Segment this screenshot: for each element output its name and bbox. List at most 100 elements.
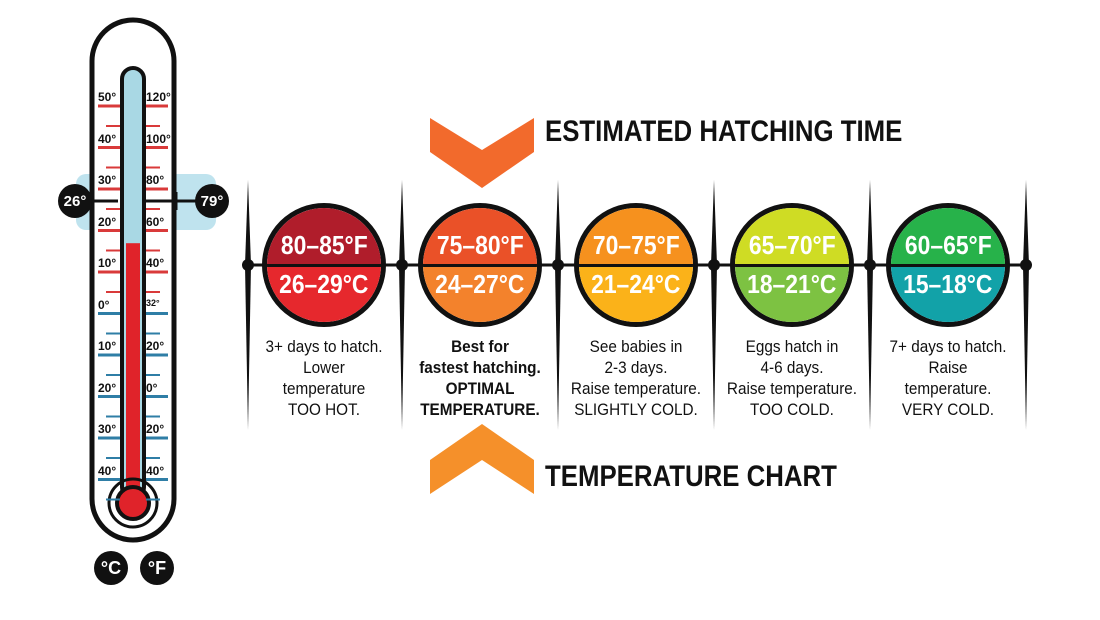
celsius-range-band: 21–24°C [579, 265, 693, 322]
zone-circle: 60–65°F 15–18°C [886, 203, 1010, 327]
celsius-range: 26–29°C [279, 269, 369, 299]
estimated-hatching-time-heading: ESTIMATED HATCHING TIME [545, 115, 903, 148]
timeline-divider [867, 180, 873, 430]
timeline-needles [242, 180, 1032, 430]
fahrenheit-tick-label: 40° [146, 256, 165, 270]
celsius-range: 18–21°C [747, 269, 837, 299]
celsius-unit: °C [100, 557, 122, 578]
fahrenheit-range: 65–70°F [748, 230, 836, 260]
fahrenheit-tick-label: 0° [146, 380, 158, 395]
thermometer-bulb-ring [107, 477, 159, 529]
fahrenheit-range-band: 60–65°F [891, 208, 1005, 265]
fahrenheit-tick-label: 80° [146, 173, 165, 187]
temperature-chart-heading: TEMPERATURE CHART [545, 460, 837, 493]
fahrenheit-reading-badge: 79° [195, 184, 229, 218]
thermometer-ticks [98, 104, 168, 501]
description-line: Raise temperature. [726, 379, 858, 398]
fahrenheit-tick-label: 20° [146, 422, 165, 436]
fahrenheit-range-band: 65–70°F [735, 208, 849, 265]
circle-divider [267, 263, 381, 267]
celsius-tick-label: 50° [98, 90, 117, 104]
fahrenheit-range-band: 80–85°F [267, 208, 381, 265]
celsius-range-band: 18–21°C [735, 265, 849, 322]
zone-description: Eggs hatch in 4-6 days. Raise temperature.… [717, 336, 867, 420]
celsius-tick-label: 40° [98, 131, 117, 146]
zone-description: 7+ days to hatch. Raise temperature. VERY C… [873, 336, 1023, 420]
zone-description: See babies in 2-3 days. Raise temperature.… [561, 336, 711, 420]
zone-circle: 65–70°F 18–21°C [730, 203, 854, 327]
timeline-divider [1023, 180, 1029, 430]
circle-divider [735, 263, 849, 267]
description-line: 4-6 days. [760, 358, 824, 377]
fahrenheit-reading: 79° [200, 192, 224, 210]
timeline-divider [555, 180, 561, 430]
up-chevron-icon [430, 424, 534, 494]
celsius-range: 24–27°C [435, 269, 525, 299]
timeline-divider [711, 180, 717, 430]
zone-description: Best for fastest hatching. OPTIMAL TEMPERAT… [405, 336, 555, 420]
description-line: Best for [451, 337, 509, 356]
timeline-divider-dot [396, 259, 408, 271]
timeline-divider-dot [552, 259, 564, 271]
fahrenheit-range: 70–75°F [592, 230, 680, 260]
fahrenheit-unit-badge: °F [140, 551, 174, 585]
celsius-tick-label: 10° [98, 256, 117, 270]
description-line: TOO COLD. [750, 400, 834, 419]
celsius-reading-badge: 26° [58, 184, 92, 218]
timeline-divider-dot [708, 259, 720, 271]
circle-divider [423, 263, 537, 267]
description-line: Raise [928, 358, 968, 377]
celsius-tick-label: 10° [98, 339, 117, 353]
timeline-divider [399, 180, 405, 430]
description-line: TEMPERATURE. [420, 400, 540, 419]
celsius-range-band: 26–29°C [267, 265, 381, 322]
circle-divider [579, 263, 693, 267]
fahrenheit-range-band: 70–75°F [579, 208, 693, 265]
timeline-divider-dot [864, 259, 876, 271]
celsius-range-band: 24–27°C [423, 265, 537, 322]
fahrenheit-tick-label: 40° [146, 463, 165, 478]
celsius-tick-label: 20° [98, 380, 117, 395]
description-line: temperature [282, 379, 366, 398]
description-line: SLIGHTLY COLD. [574, 400, 698, 419]
timeline-divider-dot [1020, 259, 1032, 271]
description-line: TOO HOT. [288, 400, 360, 419]
timeline-divider-dot [242, 259, 254, 271]
fahrenheit-unit: °F [147, 557, 167, 578]
thermometer-mercury [126, 243, 140, 500]
down-chevron-icon [430, 118, 534, 188]
description-line: Eggs hatch in [745, 337, 839, 356]
zone-description: 3+ days to hatch. Lower temperature TOO HOT… [249, 336, 399, 420]
zone-circle: 75–80°F 24–27°C [418, 203, 542, 327]
fahrenheit-range: 80–85°F [280, 230, 368, 260]
circle-divider [891, 263, 1005, 267]
fahrenheit-tick-label: 120° [146, 90, 171, 104]
celsius-tick-label: 40° [98, 463, 117, 478]
description-line: 3+ days to hatch. [265, 337, 383, 356]
thermometer-bulb [115, 485, 151, 521]
description-line: fastest hatching. [419, 358, 541, 377]
fahrenheit-tick-label: 32° [146, 297, 160, 308]
celsius-tick-label: 20° [98, 214, 117, 229]
celsius-reading: 26° [63, 192, 87, 210]
zone-circle: 80–85°F 26–29°C [262, 203, 386, 327]
fahrenheit-tick-label: 20° [146, 339, 165, 353]
description-line: Raise temperature. [570, 379, 702, 398]
timeline-divider [245, 180, 251, 430]
celsius-range-band: 15–18°C [891, 265, 1005, 322]
description-line: 7+ days to hatch. [889, 337, 1007, 356]
zone-circle: 70–75°F 21–24°C [574, 203, 698, 327]
celsius-unit-badge: °C [94, 551, 128, 585]
fahrenheit-tick-label: 60° [146, 214, 165, 229]
description-line: 2-3 days. [604, 358, 668, 377]
fahrenheit-range: 75–80°F [436, 230, 524, 260]
celsius-range: 21–24°C [591, 269, 681, 299]
description-line: Lower [303, 358, 345, 377]
fahrenheit-range: 60–65°F [904, 230, 992, 260]
celsius-tick-label: 0° [98, 297, 110, 312]
fahrenheit-range-band: 75–80°F [423, 208, 537, 265]
fahrenheit-tick-label: 100° [146, 131, 171, 146]
